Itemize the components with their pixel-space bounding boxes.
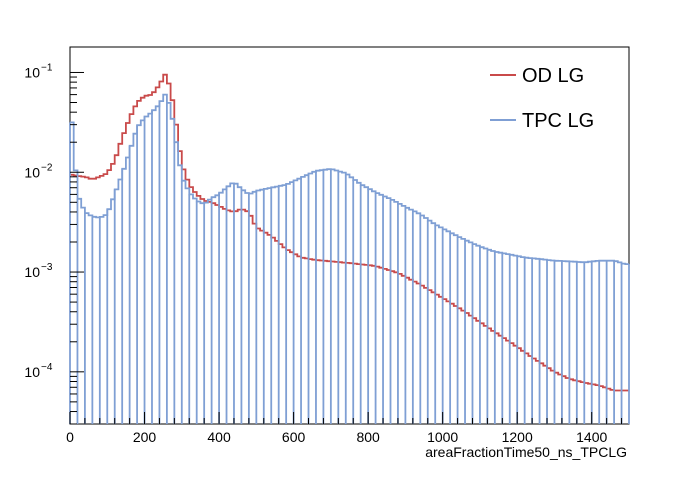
- x-tick-label: 1200: [502, 429, 533, 445]
- legend-label-od-lg: OD LG: [522, 65, 584, 87]
- y-tick-label: 10: [24, 64, 40, 80]
- plot-frame: [69, 46, 630, 425]
- y-tick-exponent: −4: [41, 362, 53, 373]
- x-tick-label: 200: [133, 429, 157, 445]
- x-tick-label: 1400: [576, 429, 607, 445]
- legend-label-tpc-lg: TPC LG: [522, 110, 594, 132]
- x-tick-label: 800: [356, 429, 380, 445]
- x-tick-label: 1000: [427, 429, 458, 445]
- y-tick-exponent: −3: [41, 262, 53, 273]
- legend: OD LG TPC LG: [490, 65, 594, 132]
- y-tick-label: 10: [24, 264, 40, 280]
- series-tpc-lg: [69, 93, 630, 424]
- y-tick-label: 10: [24, 364, 40, 380]
- y-tick-label: 10: [24, 164, 40, 180]
- x-axis-title: areaFractionTime50_ns_TPCLG: [425, 444, 627, 460]
- x-tick-label: 400: [207, 429, 231, 445]
- x-tick-label: 600: [282, 429, 306, 445]
- series-line-tpc-lg: [70, 93, 629, 265]
- y-tick-exponent: −1: [41, 62, 53, 73]
- y-tick-exponent: −2: [41, 162, 53, 173]
- series-layer: [69, 73, 630, 424]
- x-tick-label: 0: [66, 429, 74, 445]
